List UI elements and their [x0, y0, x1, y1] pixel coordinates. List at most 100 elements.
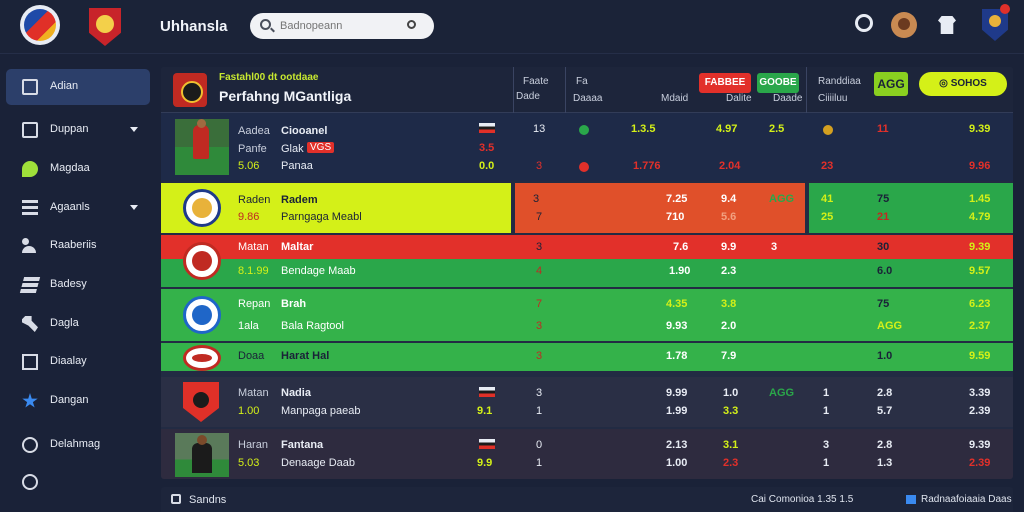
- search-bar[interactable]: [250, 13, 434, 39]
- stat-n2: 3: [536, 160, 543, 172]
- stat-r0: 41: [821, 193, 834, 205]
- col-header-4a[interactable]: Dalite: [726, 93, 752, 104]
- stat-s1b: 7.9: [721, 350, 737, 362]
- stat-s1c: 2.5: [769, 123, 785, 135]
- player-name: Brah: [281, 298, 307, 310]
- filter-button-red[interactable]: FABBEE: [699, 73, 751, 93]
- sidebar-item-magdaa[interactable]: Magdaa: [6, 151, 150, 187]
- sidebar-item-diaalay[interactable]: Diaalay: [6, 344, 150, 380]
- col-header-5a[interactable]: Randdiaa: [818, 76, 861, 87]
- footer-right-label[interactable]: Radnaafoiaaia Daas: [921, 494, 1012, 505]
- player-name: Harat Hal: [281, 350, 330, 362]
- stat-s1b: 3.8: [721, 298, 737, 310]
- tag-icon: [22, 161, 38, 177]
- stat-s2a: 710: [666, 211, 685, 223]
- col-header-5b[interactable]: Ciiiiluu: [818, 93, 848, 104]
- player-club: Denaage Daab: [281, 457, 356, 469]
- action-button[interactable]: ◎ SOHOS: [919, 72, 1007, 96]
- col-header-1a[interactable]: Faate: [523, 76, 549, 87]
- sidebar-item-dagla[interactable]: Dagla: [6, 306, 150, 342]
- table-row[interactable]: Raden Radem 9.86 Parngaga Meabl 3 7 7.25…: [161, 183, 1013, 233]
- stat-r2: 9.39: [969, 439, 991, 451]
- sidebar: Adian Duppan Magdaa Agaanls Raaberiis Ba…: [0, 60, 155, 512]
- sidebar-item-duppan[interactable]: Duppan: [6, 112, 150, 148]
- player-name: Ciooanel: [281, 125, 328, 137]
- table-header: Fastahl00 dt ootdaae Perfahng MGantliga …: [161, 67, 1013, 113]
- status-badge: VGS: [307, 142, 335, 153]
- table-row[interactable]: Repan Brah 1ala Bala Ragtool 7 3 4.35 3.…: [161, 289, 1013, 341]
- col-header-4b[interactable]: Daade: [773, 93, 803, 104]
- sidebar-item-dangan[interactable]: Dangan: [6, 383, 150, 419]
- sidebar-item-label: Magdaa: [50, 162, 90, 174]
- stat-s1a: 1.3.5: [631, 123, 656, 135]
- list-icon: [22, 200, 38, 216]
- player-club: Bala Ragtool: [281, 320, 344, 332]
- sidebar-item-agaanls[interactable]: Agaanls: [6, 190, 150, 226]
- stat-r3: 6.0: [877, 265, 893, 277]
- stat-n2: 1: [536, 405, 543, 417]
- table-row[interactable]: Haran Fantana 5.03 Denaage Daab 9.9 0 1 …: [161, 429, 1013, 479]
- shirt-icon[interactable]: [938, 16, 956, 34]
- player-pos: Repan: [238, 298, 271, 310]
- info-icon: [906, 495, 916, 504]
- stat-r4: 1.3: [877, 457, 893, 469]
- sidebar-item-adian[interactable]: Adian: [6, 69, 150, 105]
- stat-s1b: 1.0: [723, 387, 739, 399]
- player-pos: Haran: [238, 439, 268, 451]
- sidebar-item-raaberiis[interactable]: Raaberiis: [6, 228, 150, 264]
- sidebar-item-label: Raaberiis: [50, 239, 97, 251]
- settings-icon[interactable]: [855, 14, 873, 32]
- stat-s1a: 9.99: [666, 387, 688, 399]
- table-row[interactable]: Aadea Ciooanel Panfe Glak VGS 5.06 Panaa…: [161, 113, 1013, 181]
- stat-n1: 3: [536, 241, 543, 253]
- player-pos: Matan: [238, 241, 269, 253]
- user-avatar[interactable]: [891, 12, 917, 38]
- layers-icon: [19, 277, 41, 293]
- club-crest-icon: [183, 345, 221, 371]
- stat-s2b: 2.3: [723, 457, 739, 469]
- sidebar-item-badesy[interactable]: Badesy: [6, 267, 150, 303]
- sidebar-item-label: Dangan: [50, 394, 89, 406]
- club-shield-icon[interactable]: [89, 8, 121, 46]
- sidebar-item-clock[interactable]: [6, 464, 150, 500]
- sidebar-item-label: Diaalay: [50, 355, 87, 367]
- player-club: Parngaga Meabl: [281, 211, 362, 223]
- stat-r2: 9.39: [969, 123, 991, 135]
- table-row[interactable]: Doaa Harat Hal 3 1.78 7.9 1.0 9.59: [161, 343, 1013, 371]
- chevron-down-icon[interactable]: [130, 205, 138, 210]
- league-logo-icon[interactable]: [20, 5, 60, 45]
- col-header-2b[interactable]: Daaaa: [573, 93, 603, 104]
- search-input[interactable]: [280, 17, 400, 35]
- filter-button-green[interactable]: GOOBE: [757, 73, 799, 93]
- stat-s1a: 1.78: [666, 350, 688, 362]
- sidebar-item-delahmag[interactable]: Delahmag: [6, 427, 150, 463]
- sidebar-item-label: Agaanls: [50, 201, 90, 213]
- col-header-1b[interactable]: Dade: [516, 91, 540, 102]
- chat-icon: [22, 437, 38, 453]
- stat-r1: 75: [877, 298, 890, 310]
- player-name: Nadia: [281, 387, 311, 399]
- top-bar: Uhhansla: [0, 0, 1024, 54]
- table-row[interactable]: Matan Maltar 8.1.99 Bendage Maab 3 4 7.6…: [161, 235, 1013, 287]
- player-photo: [175, 119, 229, 175]
- stat-r1: 75: [877, 193, 890, 205]
- chevron-down-icon[interactable]: [130, 127, 138, 132]
- stat-r1: 2.8: [877, 439, 893, 451]
- player-rating: 1.00: [238, 405, 260, 417]
- col-header-2a[interactable]: Fa: [576, 76, 588, 87]
- col-header-3[interactable]: Mdaid: [661, 93, 689, 104]
- stat-r4: 2.37: [969, 320, 991, 332]
- player-name: Radem: [281, 194, 318, 206]
- table-row[interactable]: Matan Nadia 1.00 Manpaga paeab 9.1 3 1 9…: [161, 377, 1013, 427]
- agg-toggle-button[interactable]: AGG: [874, 72, 908, 96]
- stat-s1a: 2.13: [666, 439, 688, 451]
- stat-s1c: AGG: [769, 387, 795, 399]
- stat-s2b: 5.6: [721, 211, 737, 223]
- sidebar-item-label: Delahmag: [50, 438, 101, 450]
- stat-n1: 7: [536, 298, 543, 310]
- stat-s1b: 4.97: [716, 123, 738, 135]
- sidebar-item-label: Badesy: [50, 278, 87, 290]
- search-submit-icon[interactable]: [407, 20, 416, 29]
- footer-label[interactable]: Sandns: [189, 494, 227, 506]
- stat-s2a: 1.99: [666, 405, 688, 417]
